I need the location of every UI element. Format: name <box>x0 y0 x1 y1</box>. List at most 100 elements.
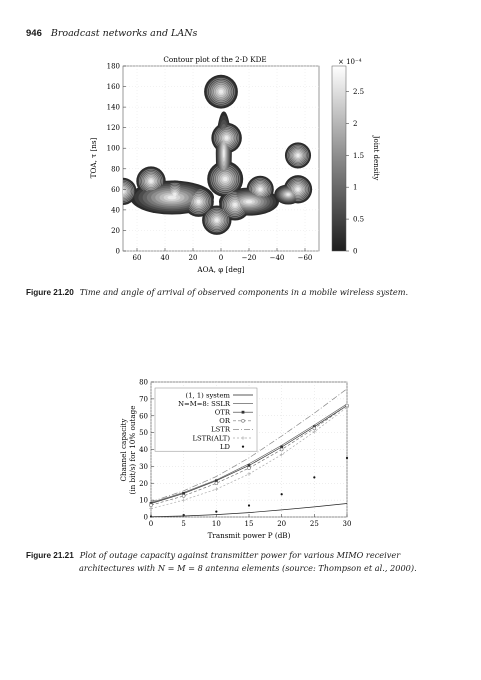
contour-band <box>123 189 125 194</box>
x-tick-label: 0 <box>149 520 153 528</box>
series-marker <box>214 487 219 491</box>
x-tick-label: 20 <box>277 520 286 528</box>
contour-title: Contour plot of the 2-D KDE <box>163 55 266 64</box>
page-number: 946 <box>26 28 42 39</box>
y-tick-label: 0 <box>144 514 148 522</box>
capacity-series <box>149 388 349 518</box>
colorbar-ticks: 0 0.5 1 1.5 2 2.5 <box>346 88 364 256</box>
legend-label: LSTR(ALT) <box>192 434 230 442</box>
y-tick-label: 20 <box>139 480 148 488</box>
figure-caption-21-20: Figure 21.20 Time and angle of arrival of… <box>26 286 456 299</box>
colorbar-tick-label: 2 <box>353 120 357 128</box>
series-marker <box>241 445 245 448</box>
x-tick-label: −20 <box>242 254 257 262</box>
series-marker <box>182 491 186 495</box>
y-tick-label: 70 <box>139 395 148 403</box>
contour-band <box>149 179 153 183</box>
series-lstr <box>150 388 348 503</box>
capacity-x-label: Transmit power P (dB) <box>208 531 291 540</box>
capacity-x-ticks: 0 5 10 15 20 25 30 <box>149 514 352 528</box>
legend-label: N=M=8: SSLR <box>178 400 231 408</box>
y-tick-label: 120 <box>107 124 120 132</box>
series-marker <box>241 418 245 423</box>
x-tick-label: −40 <box>270 254 285 262</box>
capacity-y-label-line2: (in bit/s) for 10% outage <box>128 406 137 495</box>
contour-band <box>223 176 228 182</box>
contour-band <box>219 89 223 94</box>
legend-label: LSTR <box>211 426 231 434</box>
series-marker <box>149 503 153 507</box>
colorbar-tick-label: 1 <box>353 184 357 192</box>
colorbar-tick-label: 0.5 <box>353 216 364 224</box>
y-tick-label: 10 <box>139 497 148 505</box>
series-marker <box>214 481 219 486</box>
colorbar-tick-label: 0 <box>353 248 357 256</box>
series-marker <box>312 426 317 431</box>
colorbar-tick-label: 2.5 <box>353 88 364 96</box>
y-tick-label: 160 <box>107 83 120 91</box>
series-marker <box>149 506 153 511</box>
series-marker <box>247 466 251 470</box>
caption-text: Time and angle of arrival of observed co… <box>79 287 409 297</box>
contour-x-label: AOA, φ [deg] <box>196 265 244 274</box>
contour-band <box>173 192 177 197</box>
series-marker <box>181 494 186 498</box>
figure-caption-21-21: Figure 21.21 Plot of outage capacity agai… <box>26 549 456 574</box>
y-tick-label: 100 <box>107 145 120 153</box>
series-marker <box>215 510 218 513</box>
y-tick-label: 180 <box>107 63 120 71</box>
x-tick-label: 0 <box>219 254 223 262</box>
series-marker <box>247 504 251 507</box>
series-marker <box>280 493 283 496</box>
capacity-y-ticks: 0 10 20 30 40 50 60 70 80 <box>139 379 154 522</box>
series-marker <box>345 405 349 410</box>
contour-band <box>296 153 300 157</box>
colorbar-label: Joint density <box>372 135 380 181</box>
colorbar <box>331 65 347 252</box>
series-marker <box>279 452 284 457</box>
y-tick-label: 40 <box>111 206 120 214</box>
contour-band <box>222 148 225 158</box>
series-marker <box>241 410 245 414</box>
contour-x-ticks: 60 40 20 0 −20 −40 −60 <box>133 248 313 262</box>
y-tick-label: 30 <box>139 463 148 471</box>
y-tick-label: 50 <box>139 429 148 437</box>
x-tick-label: 40 <box>161 254 170 262</box>
y-tick-label: 20 <box>111 227 120 235</box>
contour-y-label: TOA, τ [ns] <box>89 137 98 178</box>
running-title: Broadcast networks and LANs <box>50 28 198 39</box>
x-tick-label: 60 <box>133 254 142 262</box>
series-line <box>150 388 348 503</box>
x-tick-label: 10 <box>212 520 221 528</box>
colorbar-tick-label: 1.5 <box>353 152 364 160</box>
contour-y-ticks: 0 20 40 60 80 100 120 140 160 180 <box>107 63 126 256</box>
series-marker <box>345 456 349 460</box>
capacity-figure: 0 5 10 15 20 25 30 0 10 20 30 40 50 60 70 80 (1, 1) sy… <box>119 379 352 541</box>
y-tick-label: 60 <box>139 412 148 420</box>
legend-label: OR <box>219 417 231 425</box>
series-marker <box>181 498 186 502</box>
series-lstr-alt <box>149 405 349 511</box>
legend-box <box>154 387 258 452</box>
contour-band <box>167 195 177 200</box>
y-tick-label: 60 <box>111 186 120 194</box>
legend-label: LD <box>220 443 231 451</box>
series-marker <box>313 476 316 479</box>
contour-band <box>215 218 219 222</box>
series-marker <box>247 472 251 476</box>
caption-label: Figure 21.20 <box>26 288 74 297</box>
series-marker <box>312 429 317 434</box>
contour-band <box>296 187 300 192</box>
series-marker <box>280 445 284 449</box>
contour-figure: Contour plot of the 2-D KDE 60 40 20 0 −20 −4… <box>89 55 380 274</box>
colorbar-exponent: × 10⁻⁴ <box>338 58 362 66</box>
legend-label: OTR <box>215 409 231 417</box>
x-tick-label: 30 <box>343 520 352 528</box>
y-tick-label: 80 <box>111 165 120 173</box>
contour-band <box>233 202 237 207</box>
x-tick-label: −60 <box>298 254 313 262</box>
y-tick-label: 0 <box>116 248 120 256</box>
series-marker <box>241 436 245 440</box>
y-tick-label: 140 <box>107 104 120 112</box>
